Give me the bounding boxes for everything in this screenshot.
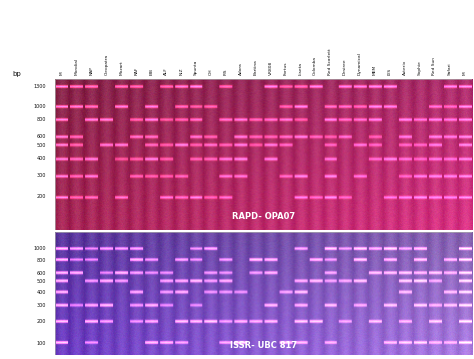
Text: EIB: EIB [149, 69, 154, 75]
Text: 1000: 1000 [34, 104, 46, 109]
Text: Fortus: Fortus [283, 62, 287, 75]
Text: 600: 600 [37, 271, 46, 276]
Text: 1300: 1300 [34, 84, 46, 89]
Text: RAF: RAF [135, 67, 138, 75]
Text: NAP: NAP [90, 66, 94, 75]
Text: Red Sun: Red Sun [432, 57, 437, 75]
Text: VR808: VR808 [268, 61, 273, 75]
Text: 600: 600 [37, 134, 46, 139]
Text: 500: 500 [37, 279, 46, 284]
Text: M: M [462, 72, 466, 75]
Text: 400: 400 [37, 290, 46, 295]
Text: ALF: ALF [164, 67, 168, 75]
Text: 200: 200 [37, 320, 46, 325]
Text: FIS: FIS [224, 69, 228, 75]
Text: 1000: 1000 [34, 246, 46, 251]
Text: OH: OH [209, 69, 213, 75]
Text: RAPD- OPA07: RAPD- OPA07 [231, 212, 295, 221]
Text: Adora: Adora [239, 62, 243, 75]
Text: Dynamical: Dynamical [358, 52, 362, 75]
Text: NIZ: NIZ [179, 68, 183, 75]
Text: 800: 800 [37, 117, 46, 122]
Text: Desiree: Desiree [343, 59, 347, 75]
Text: 300: 300 [37, 173, 46, 178]
Text: ISSR- UBC 817: ISSR- UBC 817 [229, 341, 297, 350]
Text: 200: 200 [37, 194, 46, 199]
Text: bp: bp [13, 71, 21, 77]
Text: Spunta: Spunta [194, 60, 198, 75]
Text: Colomba: Colomba [313, 56, 317, 75]
Text: 300: 300 [37, 303, 46, 308]
Text: Cleopatra: Cleopatra [105, 54, 109, 75]
Text: Liseta: Liseta [298, 62, 302, 75]
Text: Red Scarlett: Red Scarlett [328, 48, 332, 75]
Text: Mondial: Mondial [75, 58, 79, 75]
Text: Bartina: Bartina [254, 60, 258, 75]
Text: Mozart: Mozart [119, 61, 124, 75]
Text: M: M [60, 72, 64, 75]
Text: 100: 100 [37, 341, 46, 345]
Text: Sophie: Sophie [418, 61, 421, 75]
Text: LYS: LYS [388, 68, 392, 75]
Text: Asterix: Asterix [402, 60, 407, 75]
Text: 500: 500 [37, 143, 46, 148]
Text: 800: 800 [37, 257, 46, 262]
Text: Safari: Safari [447, 63, 451, 75]
Text: MEM: MEM [373, 65, 377, 75]
Text: 400: 400 [37, 157, 46, 162]
